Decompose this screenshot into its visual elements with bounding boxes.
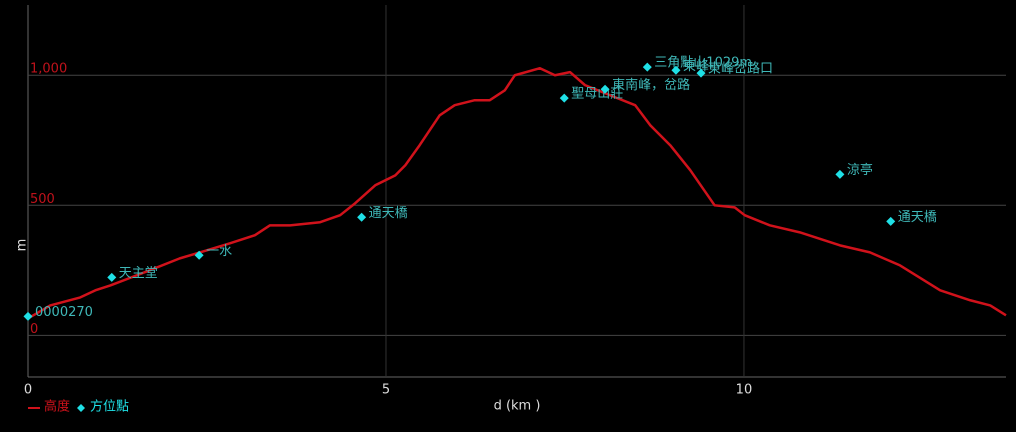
waypoint-marker: [671, 65, 681, 75]
waypoint-label: 涼亭: [847, 162, 873, 178]
y-tick-label: 0: [30, 322, 38, 337]
waypoint-marker: [23, 311, 33, 321]
legend-diamond-swatch: [77, 404, 85, 412]
x-tick-label: 10: [736, 383, 753, 398]
waypoint-marker: [194, 250, 204, 260]
waypoint-marker: [886, 216, 896, 226]
x-tick-label: 5: [382, 383, 390, 398]
waypoint-label: 通天橋: [369, 206, 408, 221]
waypoint-marker: [600, 84, 610, 94]
y-tick-label: 500: [30, 192, 55, 207]
x-axis-label: d (km ): [494, 399, 541, 414]
waypoint-marker: [357, 212, 367, 222]
waypoint-label: 天主堂: [119, 266, 158, 281]
waypoint-marker: [107, 272, 117, 282]
waypoint-label: 0000270: [35, 305, 93, 320]
elevation-line: [27, 66, 1007, 320]
waypoint-label: 東南峰，岔路: [612, 77, 690, 93]
y-tick-label: 1,000: [30, 62, 67, 77]
waypoint-label: 東峰: [683, 58, 709, 74]
waypoint-marker: [696, 68, 706, 78]
waypoint-marker: [835, 169, 845, 179]
legend-label: 高度: [44, 399, 70, 415]
waypoint-label: 一水: [206, 244, 232, 259]
waypoint-label: 東峰岔路口: [708, 61, 773, 77]
y-axis-label: m: [15, 239, 30, 252]
x-tick-label: 0: [24, 383, 32, 398]
waypoint-label: 三角點山1029m: [654, 56, 752, 71]
waypoint-marker: [559, 93, 569, 103]
legend-label: 方位點: [90, 399, 129, 415]
waypoint-label: 聖母山莊: [571, 87, 623, 102]
waypoint-label: 通天橋: [898, 210, 937, 225]
waypoint-marker: [642, 62, 652, 72]
